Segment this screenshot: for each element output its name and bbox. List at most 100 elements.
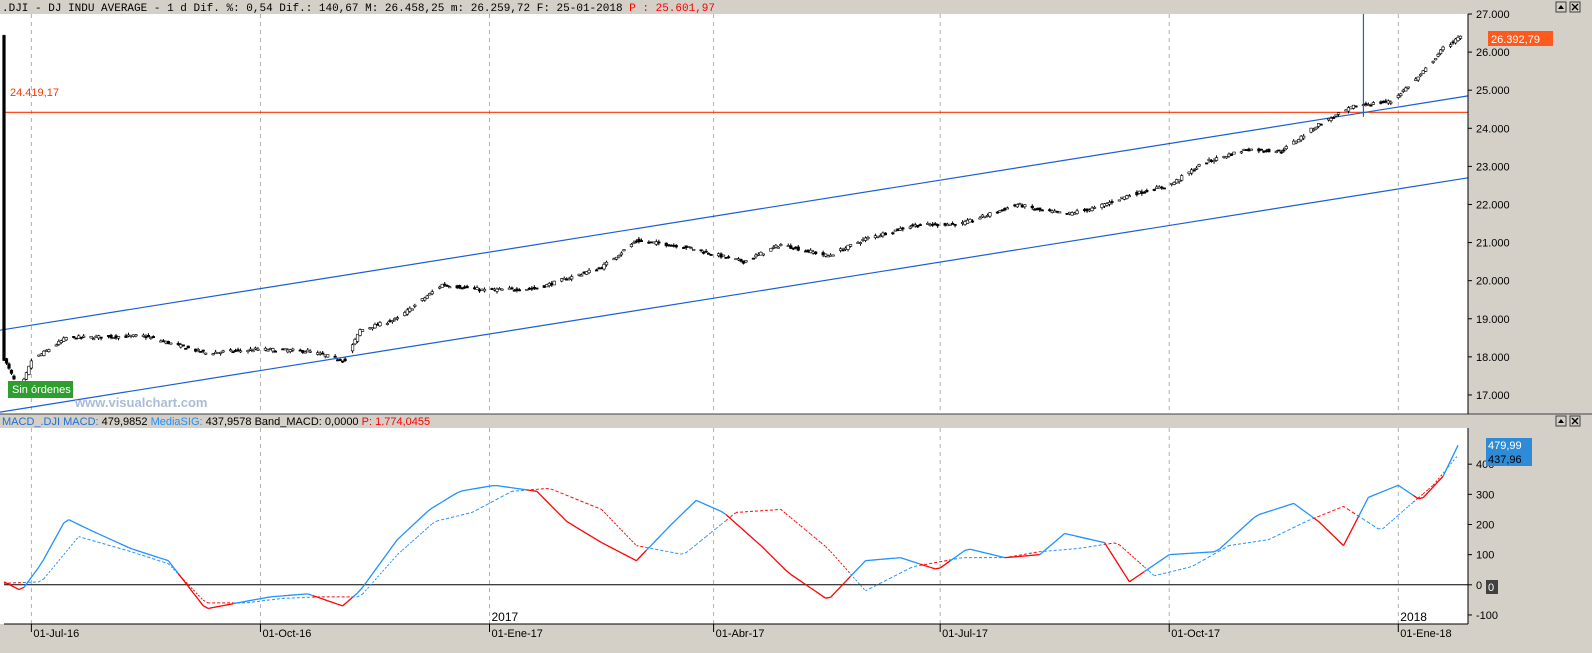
candle-body xyxy=(1268,149,1271,152)
candle-body xyxy=(1442,47,1445,50)
candle-body xyxy=(1459,36,1462,38)
candle-body xyxy=(249,349,252,350)
price-y-tick-label: 25.000 xyxy=(1476,85,1510,97)
candle-body xyxy=(344,359,347,361)
candle-body xyxy=(82,336,85,337)
x-tick-label: 01-Oct-17 xyxy=(1171,628,1220,640)
price-y-tick-label: 24.000 xyxy=(1476,123,1510,135)
candle-body xyxy=(618,255,621,257)
candle-body xyxy=(1146,190,1149,191)
price-y-tick-label: 23.000 xyxy=(1476,161,1510,173)
candle-body xyxy=(334,356,337,357)
candle-body xyxy=(1093,207,1096,208)
candle-body xyxy=(1315,127,1318,129)
price-y-tick-label: 27.000 xyxy=(1476,9,1510,21)
candle-body xyxy=(229,350,232,351)
candle-body xyxy=(1153,189,1156,190)
candle-body xyxy=(1355,106,1358,107)
macd-line-segment xyxy=(487,486,492,487)
candle-body xyxy=(100,337,103,338)
candle-body xyxy=(1250,149,1253,150)
candle-body xyxy=(842,250,845,251)
macd-line-segment xyxy=(507,487,512,488)
signal-value-tag: 437,96 xyxy=(1486,452,1532,466)
candle-body xyxy=(361,329,364,331)
x-tick-label: 01-Ene-18 xyxy=(1400,628,1451,640)
candle-body xyxy=(615,257,618,259)
svg-text:437,96: 437,96 xyxy=(1488,454,1522,466)
candle-body xyxy=(1024,205,1027,207)
candle-body xyxy=(30,361,33,368)
svg-text:26.392,79: 26.392,79 xyxy=(1491,34,1540,46)
macd-line-segment xyxy=(532,491,537,492)
candle-body xyxy=(640,240,643,241)
candle-body xyxy=(483,289,486,291)
macd-header-text: MACD_.DJI MACD: 479,9852 MediaSIG: 437,9… xyxy=(2,416,430,428)
candle-body xyxy=(1111,201,1114,202)
macd-line-segment xyxy=(472,488,477,489)
candle-body xyxy=(570,277,573,279)
candle-body xyxy=(1424,68,1427,71)
candle-body xyxy=(518,290,521,291)
x-tick-label: 01-Ene-17 xyxy=(492,628,543,640)
candle-body xyxy=(1193,170,1196,171)
candle-body xyxy=(252,351,255,352)
macd-line-segment xyxy=(268,597,273,598)
candle-body xyxy=(1437,54,1440,56)
candle-body xyxy=(426,296,429,298)
price-y-tick-label: 19.000 xyxy=(1476,314,1510,326)
svg-text:479,99: 479,99 xyxy=(1488,440,1522,452)
candle-body xyxy=(1198,164,1201,166)
macd-line-segment xyxy=(826,597,831,598)
candle-body xyxy=(90,336,93,338)
watermark: www.visualchart.com xyxy=(74,395,207,410)
candle-body xyxy=(1277,150,1280,151)
candle-body xyxy=(267,350,270,351)
candle-body xyxy=(979,218,982,219)
candle-body xyxy=(722,255,725,256)
candle-body xyxy=(1320,124,1323,125)
macd-line-segment xyxy=(208,608,213,609)
candle-body xyxy=(386,323,389,324)
candle-body xyxy=(762,254,765,255)
candle-body xyxy=(1180,176,1183,181)
candle-body xyxy=(777,247,780,248)
candle-body xyxy=(65,338,68,340)
candle-body xyxy=(954,224,957,225)
candle-body xyxy=(274,351,277,352)
macd-value-tag: 479,99 xyxy=(1486,438,1532,452)
candle-body xyxy=(971,221,974,222)
macd-line-segment xyxy=(253,599,258,600)
candle-body xyxy=(658,242,661,243)
macd-line-segment xyxy=(467,489,472,490)
candle-body xyxy=(1312,129,1315,130)
candle-body xyxy=(595,270,598,271)
candle-body xyxy=(1449,45,1452,47)
candle-body xyxy=(13,376,16,379)
candle-body xyxy=(1285,146,1288,148)
candle-body xyxy=(1225,156,1228,157)
candle-body xyxy=(849,244,852,246)
candle-body xyxy=(745,261,748,262)
macd-line-segment xyxy=(462,490,467,491)
candle-body xyxy=(411,309,414,310)
x-tick-label: 01-Oct-16 xyxy=(262,628,311,640)
candle-body xyxy=(1058,212,1061,213)
candle-body xyxy=(770,248,773,251)
price-y-tick-label: 17.000 xyxy=(1476,390,1510,402)
candle-body xyxy=(1280,152,1283,153)
macd-line-segment xyxy=(228,604,233,605)
candle-body xyxy=(1041,210,1044,211)
zero-tag: 0 xyxy=(1486,580,1498,594)
candle-body xyxy=(1128,196,1131,197)
sin-ordenes-text: Sin órdenes xyxy=(12,384,71,396)
candle-body xyxy=(55,345,58,346)
candle-body xyxy=(147,335,150,337)
macd-panel[interactable] xyxy=(0,428,1468,624)
candle-body xyxy=(1417,77,1420,80)
macd-line-segment xyxy=(263,597,268,598)
macd-line-segment xyxy=(497,486,502,487)
candle-body xyxy=(700,250,703,251)
candle-body xyxy=(135,335,138,336)
